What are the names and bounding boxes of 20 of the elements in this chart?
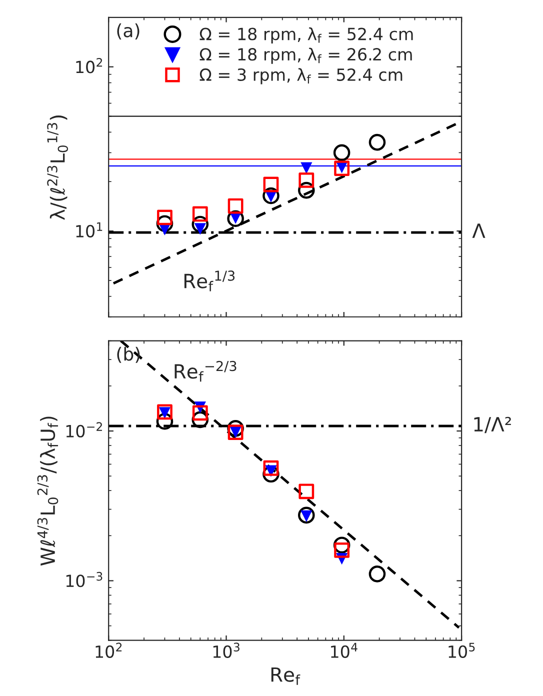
- annotation: (a): [117, 23, 140, 40]
- series-label: Re$_{f}$$^{1/3}$: [184, 270, 235, 292]
- x-axis-title: Re$_{f}$: [271, 667, 300, 685]
- x-tick-label: 10$^{4}$: [331, 642, 358, 658]
- text: Wℓ$^{4/3}$L$_{0}$$^{2/3}$/(λ$_{f}$U$_{f}$): [37, 416, 58, 566]
- y-tick-label: 10$^{2}$: [76, 58, 102, 74]
- y-tick-label: 10$^{1}$: [76, 222, 102, 238]
- x-tick-label: 10$^{2}$: [96, 642, 122, 658]
- legend-label: Ω = 3 rpm, λ$_{f}$ = 52.4 cm: [200, 68, 402, 84]
- legend-label: Ω = 18 rpm, λ$_{f}$ = 52.4 cm: [200, 27, 413, 44]
- y-tick-label: 10$^{−2}$: [66, 422, 102, 438]
- x-tick-label: 10$^{5}$: [448, 642, 475, 658]
- legend-label: Ω = 18 rpm, λ$_{f}$ = 26.2 cm: [200, 48, 412, 64]
- series-label: Re$_{f}$$^{−2/3}$: [174, 360, 236, 382]
- y-axis-title: λ/(ℓ$^{2/3}$L$_{0}$$^{1/3}$): [47, 115, 68, 220]
- ref-line-label: Λ: [472, 224, 486, 238]
- x-tick-label: 10$^{3}$: [213, 642, 240, 658]
- annotation: (b): [117, 346, 140, 363]
- y-tick-label: 10$^{−3}$: [66, 572, 102, 588]
- ref-line-label: 1/Λ²: [474, 416, 511, 434]
